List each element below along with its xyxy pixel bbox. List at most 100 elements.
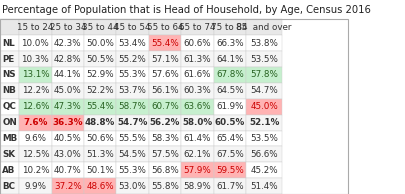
FancyBboxPatch shape xyxy=(116,178,149,194)
Text: 61.3%: 61.3% xyxy=(183,55,211,64)
FancyBboxPatch shape xyxy=(213,67,246,83)
FancyBboxPatch shape xyxy=(181,19,213,35)
Text: 53.7%: 53.7% xyxy=(119,86,147,95)
FancyBboxPatch shape xyxy=(19,146,51,162)
Text: ON: ON xyxy=(2,118,17,127)
FancyBboxPatch shape xyxy=(51,19,84,35)
Text: 55.4%: 55.4% xyxy=(151,39,179,48)
FancyBboxPatch shape xyxy=(181,178,213,194)
Text: 25 to 34: 25 to 34 xyxy=(49,23,86,32)
Text: 56.2%: 56.2% xyxy=(150,118,180,127)
Text: 67.5%: 67.5% xyxy=(216,150,244,159)
FancyBboxPatch shape xyxy=(51,131,84,146)
FancyBboxPatch shape xyxy=(149,35,181,51)
Text: 12.6%: 12.6% xyxy=(21,102,49,111)
Text: 47.3%: 47.3% xyxy=(54,102,82,111)
Text: 12.2%: 12.2% xyxy=(21,86,49,95)
Text: SK: SK xyxy=(2,150,15,159)
Text: 10.0%: 10.0% xyxy=(21,39,49,48)
Text: 57.9%: 57.9% xyxy=(183,166,211,175)
Text: 85  and over: 85 and over xyxy=(237,23,292,32)
Text: 58.3%: 58.3% xyxy=(151,134,179,143)
Text: 51.3%: 51.3% xyxy=(86,150,114,159)
FancyBboxPatch shape xyxy=(84,146,116,162)
FancyBboxPatch shape xyxy=(149,131,181,146)
Text: 58.9%: 58.9% xyxy=(183,182,211,191)
FancyBboxPatch shape xyxy=(0,83,19,99)
FancyBboxPatch shape xyxy=(84,67,116,83)
Text: 51.4%: 51.4% xyxy=(250,182,278,191)
FancyBboxPatch shape xyxy=(51,35,84,51)
FancyBboxPatch shape xyxy=(0,35,19,51)
FancyBboxPatch shape xyxy=(84,131,116,146)
FancyBboxPatch shape xyxy=(0,115,19,131)
FancyBboxPatch shape xyxy=(0,67,19,83)
Text: 40.7%: 40.7% xyxy=(54,166,82,175)
FancyBboxPatch shape xyxy=(19,131,51,146)
FancyBboxPatch shape xyxy=(19,99,51,115)
FancyBboxPatch shape xyxy=(149,115,181,131)
FancyBboxPatch shape xyxy=(213,19,246,35)
FancyBboxPatch shape xyxy=(0,146,19,162)
FancyBboxPatch shape xyxy=(0,19,19,35)
Text: 54.7%: 54.7% xyxy=(250,86,278,95)
Text: 42.3%: 42.3% xyxy=(54,39,81,48)
FancyBboxPatch shape xyxy=(213,162,246,178)
Text: 53.5%: 53.5% xyxy=(250,55,278,64)
Text: 56.1%: 56.1% xyxy=(151,86,179,95)
Text: 54.7%: 54.7% xyxy=(117,118,148,127)
Text: 53.0%: 53.0% xyxy=(119,182,147,191)
Text: 45 to 54: 45 to 54 xyxy=(114,23,151,32)
FancyBboxPatch shape xyxy=(181,35,213,51)
FancyBboxPatch shape xyxy=(84,99,116,115)
Text: 58.7%: 58.7% xyxy=(119,102,147,111)
FancyBboxPatch shape xyxy=(116,115,149,131)
FancyBboxPatch shape xyxy=(116,146,149,162)
FancyBboxPatch shape xyxy=(246,83,282,99)
FancyBboxPatch shape xyxy=(149,178,181,194)
FancyBboxPatch shape xyxy=(246,35,282,51)
FancyBboxPatch shape xyxy=(116,67,149,83)
Text: 52.2%: 52.2% xyxy=(86,86,114,95)
FancyBboxPatch shape xyxy=(246,19,282,35)
FancyBboxPatch shape xyxy=(51,162,84,178)
Text: BC: BC xyxy=(2,182,15,191)
FancyBboxPatch shape xyxy=(19,178,51,194)
Text: 64.1%: 64.1% xyxy=(216,55,243,64)
FancyBboxPatch shape xyxy=(181,51,213,67)
FancyBboxPatch shape xyxy=(149,51,181,67)
FancyBboxPatch shape xyxy=(0,99,19,115)
Text: 55.2%: 55.2% xyxy=(119,55,147,64)
FancyBboxPatch shape xyxy=(116,51,149,67)
FancyBboxPatch shape xyxy=(51,99,84,115)
FancyBboxPatch shape xyxy=(19,51,51,67)
Text: 12.5%: 12.5% xyxy=(21,150,49,159)
FancyBboxPatch shape xyxy=(0,131,19,146)
FancyBboxPatch shape xyxy=(84,115,116,131)
Text: 56.6%: 56.6% xyxy=(250,150,278,159)
Text: 61.9%: 61.9% xyxy=(216,102,243,111)
Text: 53.8%: 53.8% xyxy=(250,39,278,48)
Text: NL: NL xyxy=(2,39,15,48)
Text: 36.3%: 36.3% xyxy=(53,118,83,127)
FancyBboxPatch shape xyxy=(213,131,246,146)
FancyBboxPatch shape xyxy=(116,99,149,115)
Text: 58.0%: 58.0% xyxy=(182,118,213,127)
Text: 57.5%: 57.5% xyxy=(151,150,179,159)
FancyBboxPatch shape xyxy=(246,162,282,178)
FancyBboxPatch shape xyxy=(19,83,51,99)
Text: 35 to 44: 35 to 44 xyxy=(82,23,118,32)
FancyBboxPatch shape xyxy=(51,146,84,162)
Text: 40.5%: 40.5% xyxy=(54,134,82,143)
FancyBboxPatch shape xyxy=(84,51,116,67)
FancyBboxPatch shape xyxy=(51,115,84,131)
FancyBboxPatch shape xyxy=(116,162,149,178)
FancyBboxPatch shape xyxy=(116,19,149,35)
Text: 50.1%: 50.1% xyxy=(86,166,114,175)
Text: 55.3%: 55.3% xyxy=(119,70,147,80)
Text: 62.1%: 62.1% xyxy=(183,150,211,159)
FancyBboxPatch shape xyxy=(213,146,246,162)
Text: 45.2%: 45.2% xyxy=(250,166,278,175)
Text: MB: MB xyxy=(2,134,17,143)
Text: 44.1%: 44.1% xyxy=(54,70,81,80)
